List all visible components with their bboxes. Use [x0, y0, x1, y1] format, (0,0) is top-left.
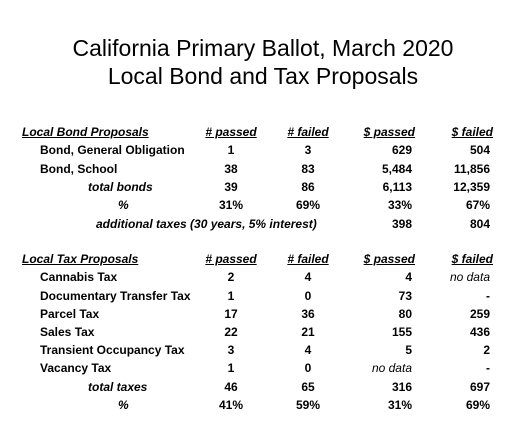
value-cell: 21 [301, 324, 315, 339]
value-cell: 0 [304, 288, 312, 303]
row-label: Sales Tax [40, 324, 95, 339]
value-cell: 6,113 [382, 179, 412, 194]
value-cell: 504 [469, 143, 490, 158]
value-cell: 0 [304, 361, 312, 376]
value-cell: 46 [224, 379, 238, 394]
value-cell: no data [371, 361, 412, 376]
value-cell: 1 [227, 288, 235, 303]
column-header: # passed [205, 125, 257, 139]
row-label: Vacancy Tax [40, 361, 112, 376]
value-cell: 73 [398, 288, 412, 303]
total-label: total taxes [88, 379, 148, 394]
value-cell: 86 [301, 179, 315, 194]
column-header: # passed [205, 252, 257, 266]
value-cell: 65 [301, 379, 315, 394]
value-cell: 2 [483, 343, 490, 358]
value-cell: 38 [224, 161, 238, 176]
value-cell: 697 [469, 379, 490, 394]
section-header: Local Bond Proposals [22, 125, 149, 139]
value-cell: 1 [227, 143, 235, 158]
row-label: Documentary Transfer Tax [40, 288, 191, 303]
value-cell: 41% [218, 398, 244, 412]
value-cell: 12,359 [453, 179, 490, 194]
value-cell: 67% [465, 198, 490, 213]
value-cell: 59% [295, 398, 321, 412]
value-cell: 22 [224, 324, 238, 339]
value-cell: - [486, 361, 490, 376]
value-cell: 629 [391, 143, 412, 158]
value-cell: 398 [391, 216, 412, 231]
column-header: $ passed [363, 125, 415, 139]
value-cell: 69% [465, 398, 490, 412]
value-cell: 436 [469, 324, 490, 339]
value-cell: 36 [301, 306, 315, 321]
additional-label: additional taxes (30 years, 5% interest) [96, 216, 317, 231]
percent-label: % [118, 198, 129, 213]
row-label: Parcel Tax [40, 306, 100, 321]
section-header: Local Tax Proposals [22, 252, 139, 266]
value-cell: 1 [227, 361, 235, 376]
percent-label: % [118, 398, 129, 412]
value-cell: 17 [224, 306, 238, 321]
column-header: # failed [287, 125, 329, 139]
row-label: Cannabis Tax [40, 270, 118, 285]
value-cell: 80 [398, 306, 412, 321]
value-cell: 2 [227, 270, 235, 285]
value-cell: 4 [304, 270, 312, 285]
value-cell: 4 [304, 343, 312, 358]
value-cell: 4 [405, 270, 412, 285]
value-cell: 5,484 [381, 161, 412, 176]
value-cell: 804 [469, 216, 490, 231]
value-cell: 31% [387, 398, 412, 412]
column-header: $ failed [451, 125, 493, 139]
value-cell: 33% [387, 198, 412, 213]
value-cell: 31% [218, 198, 244, 213]
value-cell: 3 [227, 343, 235, 358]
value-cell: 155 [391, 324, 412, 339]
value-cell: 83 [301, 161, 315, 176]
row-label: Transient Occupancy Tax [40, 343, 185, 358]
column-header: # failed [287, 252, 329, 266]
row-label: Bond, School [40, 161, 118, 176]
value-cell: 3 [304, 143, 312, 158]
column-header: $ passed [363, 252, 415, 266]
value-cell: 11,856 [453, 161, 490, 176]
total-label: total bonds [88, 179, 153, 194]
title-line: Local Bond and Tax Proposals [107, 63, 419, 89]
title-line: California Primary Ballot, March 2020 [72, 35, 454, 61]
value-cell: 69% [295, 198, 321, 213]
value-cell: 259 [469, 306, 490, 321]
value-cell: 39 [224, 179, 238, 194]
column-header: $ failed [451, 252, 493, 266]
value-cell: 5 [405, 343, 412, 358]
value-cell: - [486, 288, 490, 303]
value-cell: 316 [391, 379, 412, 394]
value-cell: no data [449, 270, 490, 285]
row-label: Bond, General Obligation [40, 143, 185, 158]
